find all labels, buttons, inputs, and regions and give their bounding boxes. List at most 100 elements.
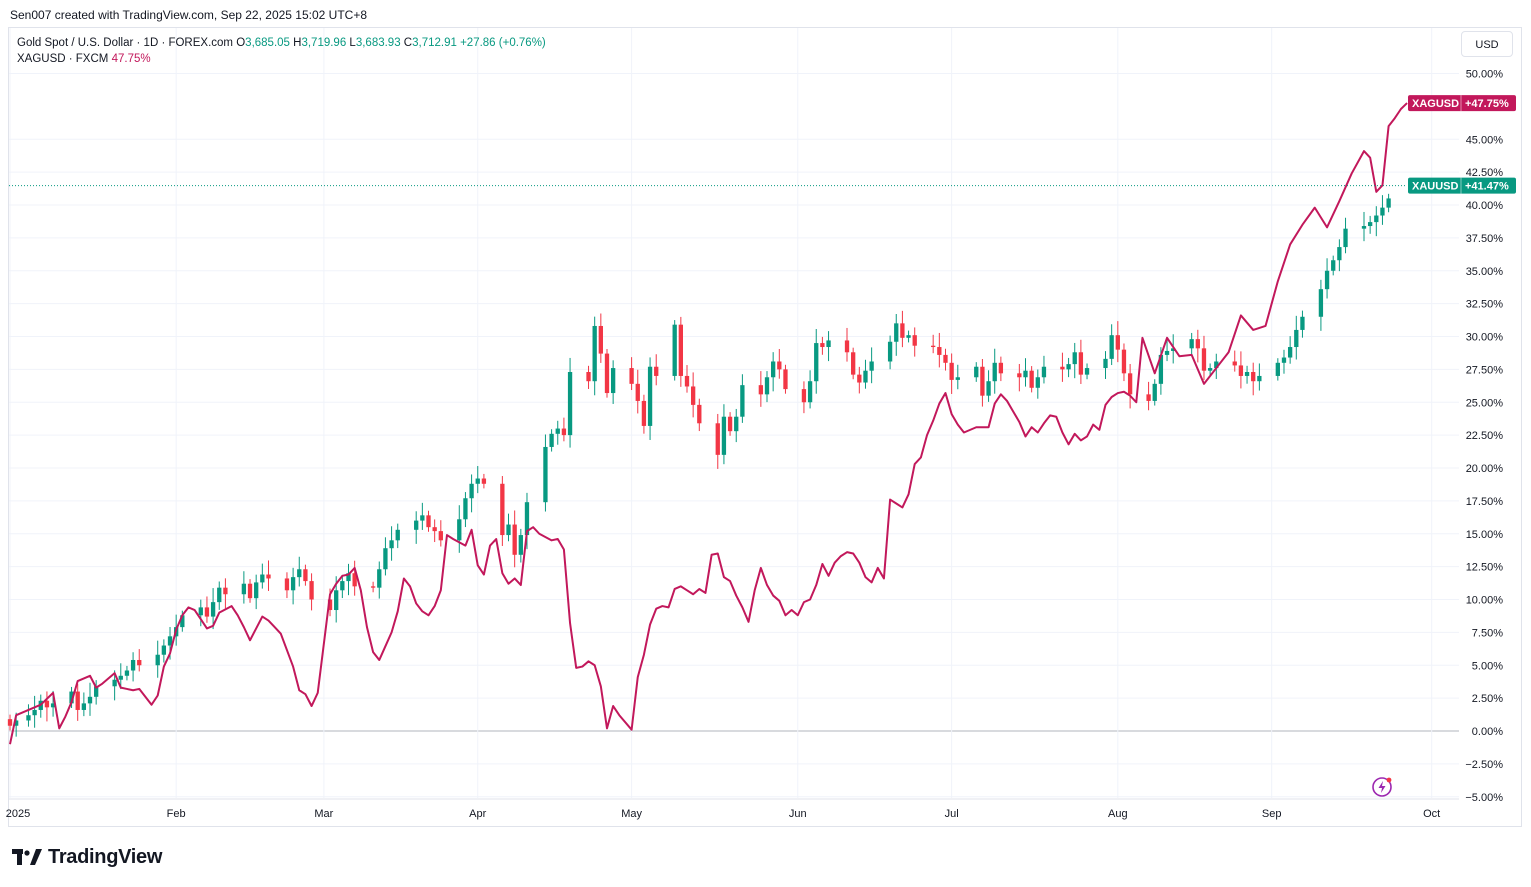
candle-down (44, 691, 50, 722)
candle-up (420, 502, 425, 530)
candle-body (26, 715, 31, 721)
candle-up (463, 492, 468, 528)
candle-up (1152, 379, 1157, 406)
candle-body (180, 615, 185, 628)
candle-up (549, 429, 554, 452)
candle-up (1066, 357, 1071, 378)
candle-body (734, 416, 739, 432)
candle-body (389, 540, 394, 549)
candle-body (598, 325, 603, 354)
candle-body (420, 515, 425, 521)
candle-down (690, 372, 696, 418)
candle-up (1380, 195, 1385, 225)
xauusd-price-badge-symbol: XAUUSD (1412, 181, 1459, 193)
candle-body (50, 703, 56, 708)
compare-series-legend[interactable]: XAGUSD · FXCM 47.75% (17, 51, 546, 67)
candle-up (1109, 324, 1114, 366)
candle-up (389, 526, 394, 561)
candle-body (900, 323, 905, 338)
candle-down (303, 564, 308, 586)
candle-up (1084, 363, 1090, 380)
candle-up (1275, 358, 1280, 381)
candle-body (7, 719, 13, 726)
candle-body (654, 366, 659, 376)
x-tick-label: Apr (469, 808, 486, 820)
candle-up (955, 364, 960, 390)
candle-body (432, 527, 437, 532)
candle-down (1121, 343, 1127, 382)
candle-down (1029, 366, 1034, 393)
candle-body (1164, 350, 1170, 355)
candle-up (241, 571, 247, 604)
candle-body (137, 659, 142, 666)
candle-body (1146, 394, 1151, 401)
candle-down (204, 596, 210, 623)
candle-up (1361, 211, 1367, 242)
high-value: 3,719.96 (301, 37, 347, 49)
candle-body (592, 325, 597, 382)
candle-body (894, 323, 899, 342)
candle-body (426, 515, 431, 528)
candle-up (1287, 336, 1293, 364)
candle-body (863, 370, 868, 383)
candle-body (980, 366, 985, 396)
candle-down (949, 353, 954, 394)
candle-down (715, 413, 720, 469)
candle-body (1232, 361, 1237, 366)
candle-up (1041, 355, 1047, 384)
candle-up (592, 316, 597, 396)
candle-body (844, 340, 850, 353)
candle-body (1060, 366, 1065, 370)
candle-down (678, 316, 683, 387)
candle-body (906, 335, 911, 338)
candle-body (1257, 375, 1262, 382)
candle-body (684, 375, 690, 387)
candle-body (1195, 339, 1200, 349)
candle-up (826, 331, 831, 362)
candle-up (555, 420, 560, 445)
candle-down (654, 354, 659, 386)
y-tick-label: −5.00% (1465, 792, 1503, 804)
lightning-icon[interactable] (1371, 776, 1393, 798)
candle-body (260, 574, 265, 583)
candle-up (906, 330, 911, 343)
y-tick-label: 27.50% (1466, 364, 1504, 376)
y-tick-label: 22.50% (1466, 430, 1504, 442)
candle-down (1251, 362, 1256, 396)
candle-body (1386, 198, 1391, 208)
candle-down (481, 473, 487, 489)
candle-down (284, 572, 290, 599)
candle-body (647, 366, 653, 426)
candle-up (764, 371, 770, 403)
candle-down (801, 381, 807, 414)
time-axis: 2025 Feb Mar Apr May Jun Jul Aug Sep Oct (6, 808, 1440, 820)
candle-up (81, 692, 87, 717)
candle-body (992, 362, 997, 382)
tradingview-brand[interactable]: TradingView (12, 846, 162, 869)
x-tick-label: 2025 (6, 808, 30, 820)
candle-body (1158, 354, 1164, 384)
main-series-legend[interactable]: Gold Spot / U.S. Dollar · 1D · FOREX.com… (17, 35, 546, 51)
candle-body (124, 670, 130, 676)
candle-down (75, 683, 80, 721)
candle-down (137, 649, 142, 672)
candle-body (887, 341, 893, 362)
candle-body (1127, 373, 1133, 395)
candle-body (1367, 222, 1373, 227)
candle-body (463, 498, 468, 520)
candle-down (943, 348, 948, 371)
candle-up (94, 680, 99, 705)
candle-body (764, 377, 770, 395)
candle-body (672, 324, 677, 376)
candle-up (1367, 215, 1373, 234)
y-tick-label: 50.00% (1466, 69, 1504, 81)
candle-down (635, 369, 640, 414)
candle-body (130, 659, 136, 671)
candle-up (1300, 310, 1305, 338)
currency-button[interactable]: USD (1461, 31, 1513, 57)
candle-body (567, 372, 573, 436)
candle-body (457, 519, 462, 541)
candle-up (340, 574, 345, 599)
candle-up (543, 434, 548, 512)
